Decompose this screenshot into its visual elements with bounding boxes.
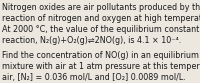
Text: reaction, N₂(g)+O₂(g)⇌2NO(g), is 4.1 × 10⁻⁴.: reaction, N₂(g)+O₂(g)⇌2NO(g), is 4.1 × 1… xyxy=(2,36,182,45)
Text: air, [N₂] = 0.036 mol/L and [O₂] 0.0089 mol/L.: air, [N₂] = 0.036 mol/L and [O₂] 0.0089 … xyxy=(2,73,186,82)
Text: reaction of nitrogen and oxygen at high temperatures.: reaction of nitrogen and oxygen at high … xyxy=(2,14,200,23)
Text: Find the concentration of NO(g) in an equilibrium: Find the concentration of NO(g) in an eq… xyxy=(2,51,199,60)
Text: At 2000 °C, the value of the equilibrium constant for the: At 2000 °C, the value of the equilibrium… xyxy=(2,25,200,34)
Text: Nitrogen oxides are air pollutants produced by the: Nitrogen oxides are air pollutants produ… xyxy=(2,3,200,12)
Text: mixture with air at 1 atm pressure at this temperature. In: mixture with air at 1 atm pressure at th… xyxy=(2,62,200,71)
